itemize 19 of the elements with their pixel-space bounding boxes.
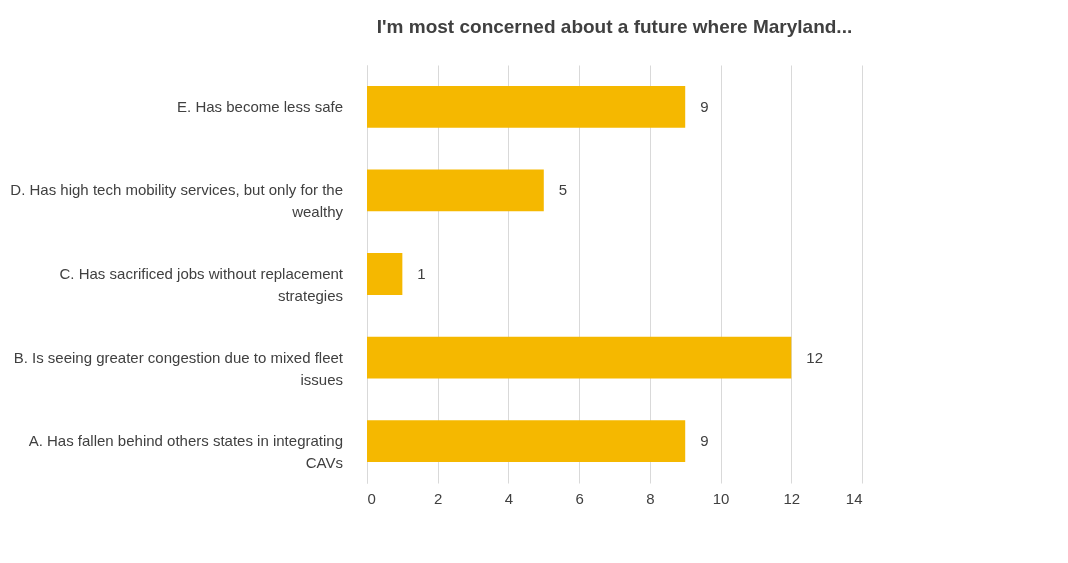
data-label: 1 — [417, 265, 426, 282]
data-label: 9 — [700, 432, 709, 450]
x-tick-label: 0 — [367, 489, 376, 507]
chart-title: I'm most concerned about a future where Maryland... — [376, 16, 853, 37]
x-tick-label: 6 — [575, 489, 584, 507]
y-tick-label: C. Has sacrificed jobs without replacement strategies — [59, 265, 344, 304]
y-tick-label: D. Has high tech mobility services, but only for the wealthy — [10, 181, 344, 221]
data-label: 12 — [806, 348, 823, 366]
x-tick-label: 2 — [434, 489, 443, 507]
y-tick-label: B. Is seeing greater congestion due to mixed fleet issues — [13, 348, 344, 388]
x-tick-label: 12 — [783, 489, 801, 507]
x-tick-label: 14 — [845, 489, 863, 507]
x-tick-label: 10 — [712, 489, 730, 507]
data-label: 5 — [558, 181, 568, 199]
data-label: 9 — [700, 97, 709, 115]
y-tick-label: E. Has become less safe — [177, 97, 343, 115]
y-tick-label: A. Has fallen behind others states in integrating CAVs — [28, 432, 343, 472]
x-tick-label: 8 — [646, 489, 655, 507]
x-tick-label: 4 — [504, 489, 514, 507]
